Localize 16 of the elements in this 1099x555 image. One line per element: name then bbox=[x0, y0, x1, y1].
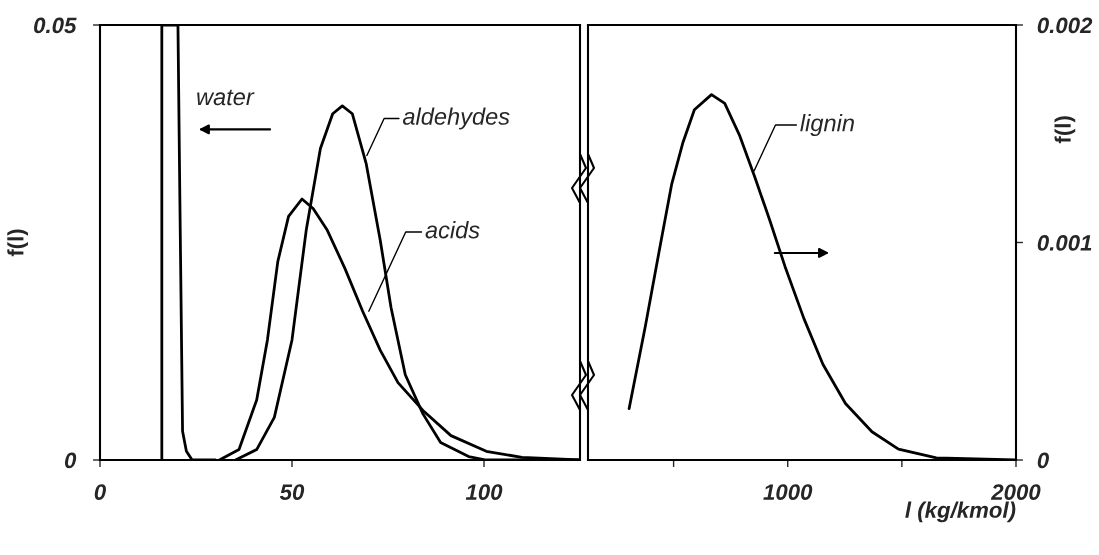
y-tick-label: 0 bbox=[1037, 452, 1049, 469]
y-tick-label: 0.05 bbox=[34, 17, 77, 34]
x-axis-title: l (kg/kmol) bbox=[905, 501, 1016, 523]
annotation: lignin bbox=[800, 114, 854, 137]
x-tick-label: 100 bbox=[465, 484, 503, 500]
annotation: aldehydes bbox=[402, 107, 510, 130]
y-tick-label: 0.002 bbox=[1037, 17, 1093, 34]
y-axis-title: f(l) bbox=[1054, 116, 1076, 144]
x-tick-label: 0 bbox=[94, 484, 106, 500]
x-tick-label: 50 bbox=[279, 484, 305, 500]
annotation: acids bbox=[425, 221, 480, 239]
y-axis-title: f(l) bbox=[7, 229, 28, 257]
x-tick-label: 2000 bbox=[990, 484, 1041, 500]
x-tick-label: 1000 bbox=[763, 484, 813, 500]
annotation: water bbox=[197, 89, 255, 106]
y-tick-label: 0.001 bbox=[1037, 235, 1092, 251]
